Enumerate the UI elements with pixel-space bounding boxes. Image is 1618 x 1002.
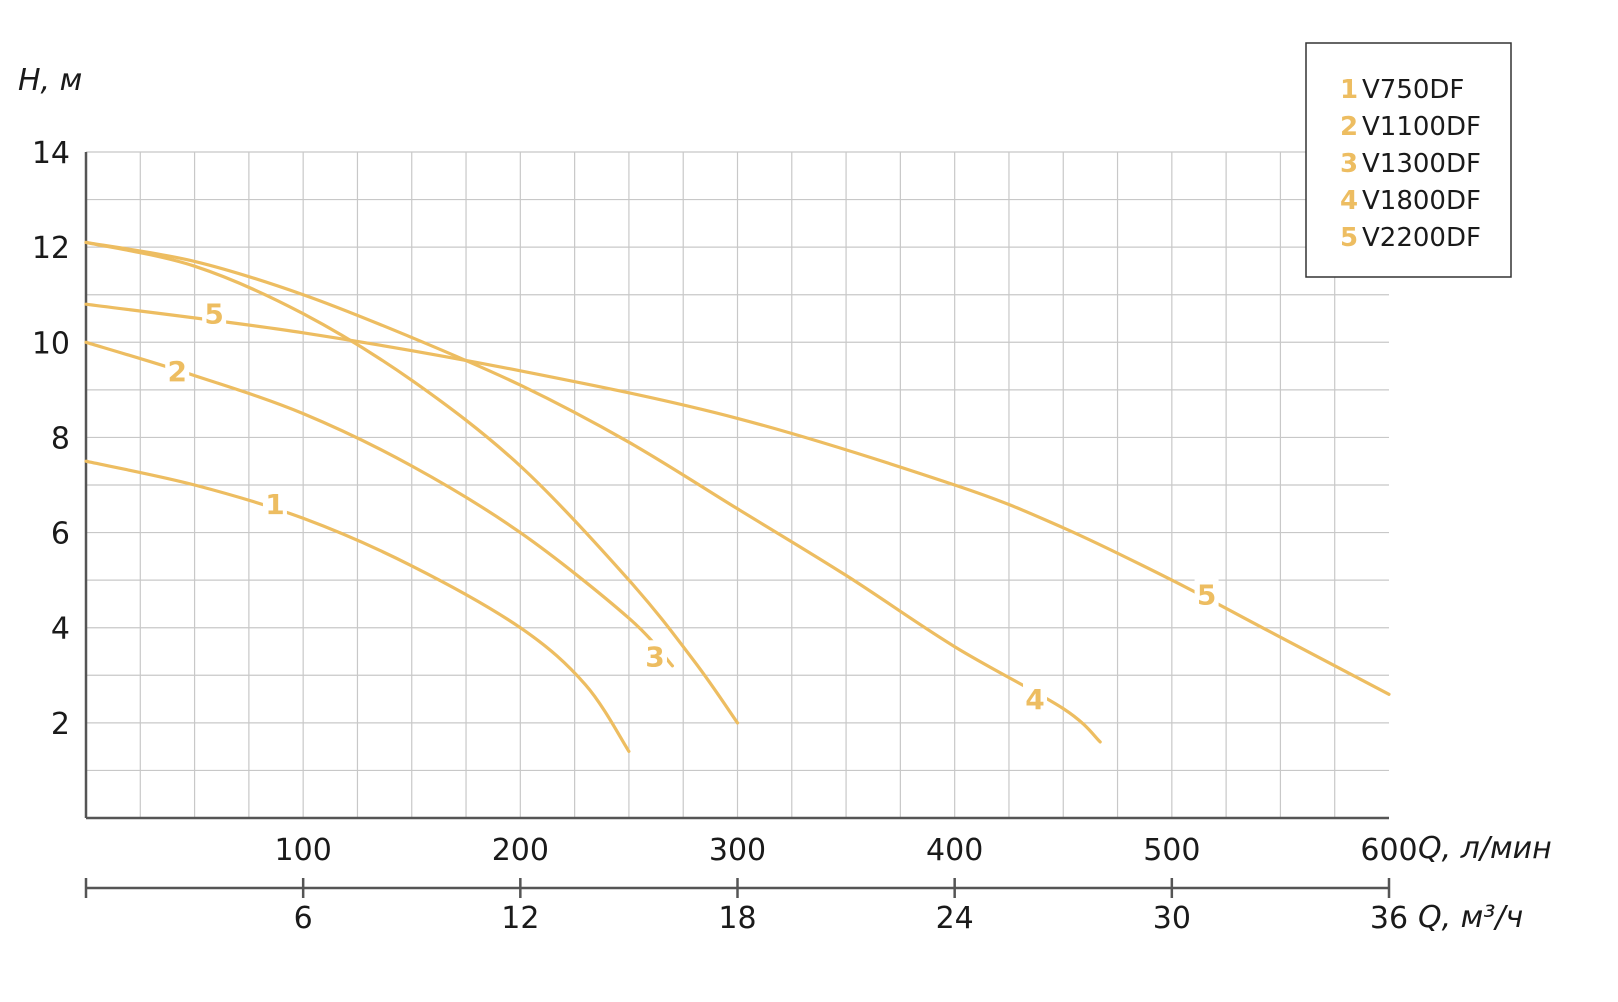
y-tick-label: 14 bbox=[32, 136, 70, 171]
legend-number-3: 3 bbox=[1340, 149, 1358, 179]
x-tick-label: 200 bbox=[492, 833, 549, 868]
legend-name-2: V1100DF bbox=[1362, 112, 1481, 142]
x2-tick-label: 24 bbox=[936, 901, 974, 936]
y-tick-label: 4 bbox=[51, 612, 70, 647]
legend-box bbox=[1305, 42, 1512, 278]
x2-tick-label: 30 bbox=[1153, 901, 1191, 936]
curve-v750df bbox=[84, 459, 631, 753]
x-tick-label: 300 bbox=[709, 833, 766, 868]
x2-tick-label: 12 bbox=[501, 901, 539, 936]
x-tick-label: 500 bbox=[1143, 833, 1200, 868]
y-tick-label: 10 bbox=[32, 326, 70, 361]
x-tick-label: 600 bbox=[1360, 833, 1417, 868]
legend-number-5: 5 bbox=[1340, 223, 1358, 253]
curve-label-5: 5 bbox=[204, 298, 223, 331]
curve-label-background bbox=[262, 488, 287, 521]
legend-name-1: V750DF bbox=[1362, 75, 1464, 105]
legend-number-2: 2 bbox=[1340, 112, 1358, 142]
curve-label-5: 5 bbox=[1197, 578, 1216, 611]
x2-axis-label: Q, м³/ч bbox=[1418, 900, 1523, 935]
curve-label-background bbox=[1194, 578, 1219, 611]
x-axis-label: Q, л/мин bbox=[1418, 831, 1552, 866]
x-tick-label: 400 bbox=[926, 833, 983, 868]
curve-label-2: 2 bbox=[167, 355, 186, 388]
y-tick-label: 2 bbox=[51, 707, 70, 742]
y-tick-label: 8 bbox=[51, 421, 70, 456]
legend-name-5: V2200DF bbox=[1362, 223, 1481, 253]
legend-name-3: V1300DF bbox=[1362, 149, 1481, 179]
curve-v1100df bbox=[84, 340, 674, 668]
x2-tick-label: 6 bbox=[294, 901, 313, 936]
curve-label-background bbox=[642, 640, 667, 673]
y-axis-label: H, м bbox=[18, 63, 82, 98]
curve-label-background bbox=[165, 354, 190, 387]
curve-label-3: 3 bbox=[645, 640, 664, 673]
grid bbox=[86, 151, 1389, 818]
curve-v1300df bbox=[84, 240, 740, 725]
x2-tick-label: 18 bbox=[718, 901, 756, 936]
x2-tick-label: 36 bbox=[1370, 901, 1408, 936]
y-tick-label: 12 bbox=[32, 231, 70, 266]
curve-label-4: 4 bbox=[1025, 683, 1044, 716]
y-tick-label: 6 bbox=[51, 517, 70, 552]
curve-v2200df bbox=[84, 302, 1391, 696]
x-tick-label: 100 bbox=[275, 833, 332, 868]
legend-number-4: 4 bbox=[1340, 186, 1358, 216]
curve-label-background bbox=[1023, 683, 1048, 716]
legend-number-1: 1 bbox=[1340, 75, 1358, 105]
curves bbox=[84, 240, 1391, 753]
curve-label-background bbox=[202, 297, 227, 330]
curve-labels: 1 2 3 4 5 5 bbox=[165, 297, 1219, 716]
curve-v1800df bbox=[84, 240, 1102, 744]
legend-name-4: V1800DF bbox=[1362, 186, 1481, 216]
curve-label-1: 1 bbox=[265, 488, 284, 521]
axes bbox=[84, 152, 1391, 898]
